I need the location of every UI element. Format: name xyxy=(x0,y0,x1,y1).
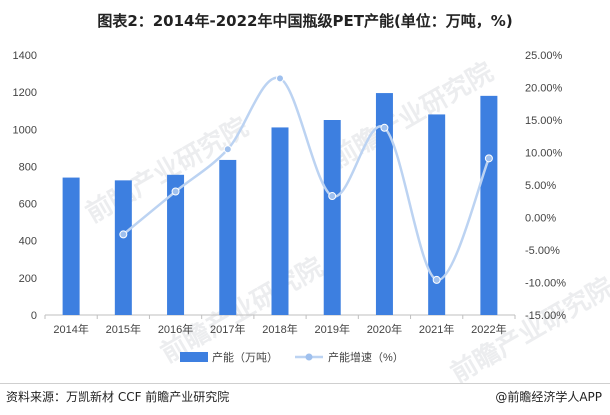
y-left-tick-label: 800 xyxy=(19,161,37,173)
bar xyxy=(428,114,446,315)
y-left-tick-label: 400 xyxy=(19,236,37,248)
y-right-tick-label: 5.00% xyxy=(525,180,556,192)
bar xyxy=(375,93,393,315)
footer-divider xyxy=(0,383,610,384)
y-right-tick-label: -5.00% xyxy=(525,245,560,257)
x-tick-label: 2021年 xyxy=(419,322,454,336)
legend-bar-swatch xyxy=(180,352,208,362)
bar xyxy=(114,180,132,315)
x-tick-label: 2016年 xyxy=(158,322,193,336)
bar xyxy=(271,127,289,315)
x-tick-label: 2017年 xyxy=(210,322,245,336)
x-tick-label: 2020年 xyxy=(367,322,402,336)
x-tick-label: 2022年 xyxy=(471,322,506,336)
y-left-tick-label: 200 xyxy=(19,273,37,285)
growth-point xyxy=(223,145,232,154)
growth-point xyxy=(276,74,284,83)
combo-chart: 0 200 400 600 800 1000 1200 1400 -15.00% -10.00% -… xyxy=(13,50,567,364)
y-right-tick-label: 10.00% xyxy=(525,148,563,160)
y-right-tick-label: -10.00% xyxy=(525,278,566,290)
source-note: 资料来源：万凯新材 CCF 前瞻产业研究院 xyxy=(6,390,230,404)
growth-point xyxy=(380,123,389,132)
legend-line-label: 产能增速（%） xyxy=(328,350,404,364)
legend-bar-label: 产能（万吨） xyxy=(212,350,278,364)
x-tick-label: 2015年 xyxy=(106,322,141,336)
bar xyxy=(219,159,237,315)
y-left-tick-label: 0 xyxy=(31,310,37,322)
y-right-tick-label: 20.00% xyxy=(525,83,563,95)
growth-point xyxy=(119,230,128,239)
growth-point xyxy=(432,275,441,284)
y-right-tick-label: -15.00% xyxy=(525,310,566,322)
bar xyxy=(167,174,185,315)
y-right-tick-label: 0.00% xyxy=(525,213,556,225)
chart-title: 图表2：2014年-2022年中国瓶级PET产能(单位：万吨，%) xyxy=(97,12,513,30)
y-left-tick-label: 1200 xyxy=(13,87,37,99)
x-tick-label: 2018年 xyxy=(262,322,297,336)
bar xyxy=(62,177,80,315)
y-left-tick-label: 600 xyxy=(19,199,37,211)
growth-point xyxy=(171,187,180,196)
y-right-tick-label: 15.00% xyxy=(525,115,563,127)
x-tick-label: 2019年 xyxy=(314,322,349,336)
y-right-tick-label: 25.00% xyxy=(525,50,563,62)
growth-point xyxy=(484,154,493,163)
legend-line-marker xyxy=(305,353,313,361)
growth-point xyxy=(328,192,337,201)
credit-note: @前瞻经济学人APP xyxy=(495,390,602,404)
y-left-tick-label: 1400 xyxy=(13,50,37,62)
y-left-tick-label: 1000 xyxy=(13,124,37,136)
bar xyxy=(480,95,498,315)
x-tick-label: 2014年 xyxy=(53,322,88,336)
bar xyxy=(323,120,341,315)
